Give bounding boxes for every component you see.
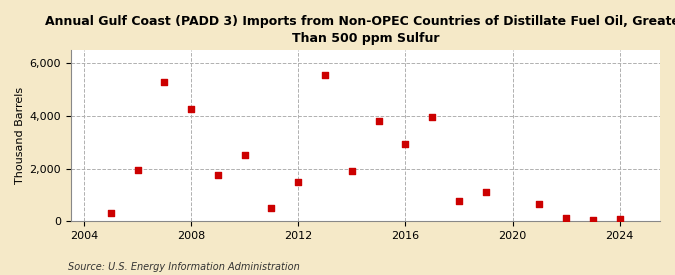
Y-axis label: Thousand Barrels: Thousand Barrels bbox=[15, 87, 25, 184]
Point bbox=[534, 202, 545, 206]
Point bbox=[346, 169, 357, 173]
Point bbox=[561, 216, 572, 221]
Point bbox=[213, 173, 223, 177]
Point bbox=[427, 115, 437, 120]
Point bbox=[132, 168, 143, 172]
Point bbox=[186, 107, 196, 112]
Point bbox=[239, 153, 250, 158]
Point bbox=[373, 119, 384, 123]
Point bbox=[400, 141, 411, 146]
Point bbox=[293, 179, 304, 184]
Point bbox=[614, 217, 625, 221]
Point bbox=[588, 218, 599, 222]
Point bbox=[481, 190, 491, 194]
Point bbox=[320, 73, 331, 78]
Point bbox=[266, 206, 277, 210]
Text: Source: U.S. Energy Information Administration: Source: U.S. Energy Information Administ… bbox=[68, 262, 299, 272]
Title: Annual Gulf Coast (PADD 3) Imports from Non-OPEC Countries of Distillate Fuel Oi: Annual Gulf Coast (PADD 3) Imports from … bbox=[45, 15, 675, 45]
Point bbox=[105, 210, 116, 215]
Point bbox=[454, 199, 464, 203]
Point bbox=[159, 80, 169, 84]
